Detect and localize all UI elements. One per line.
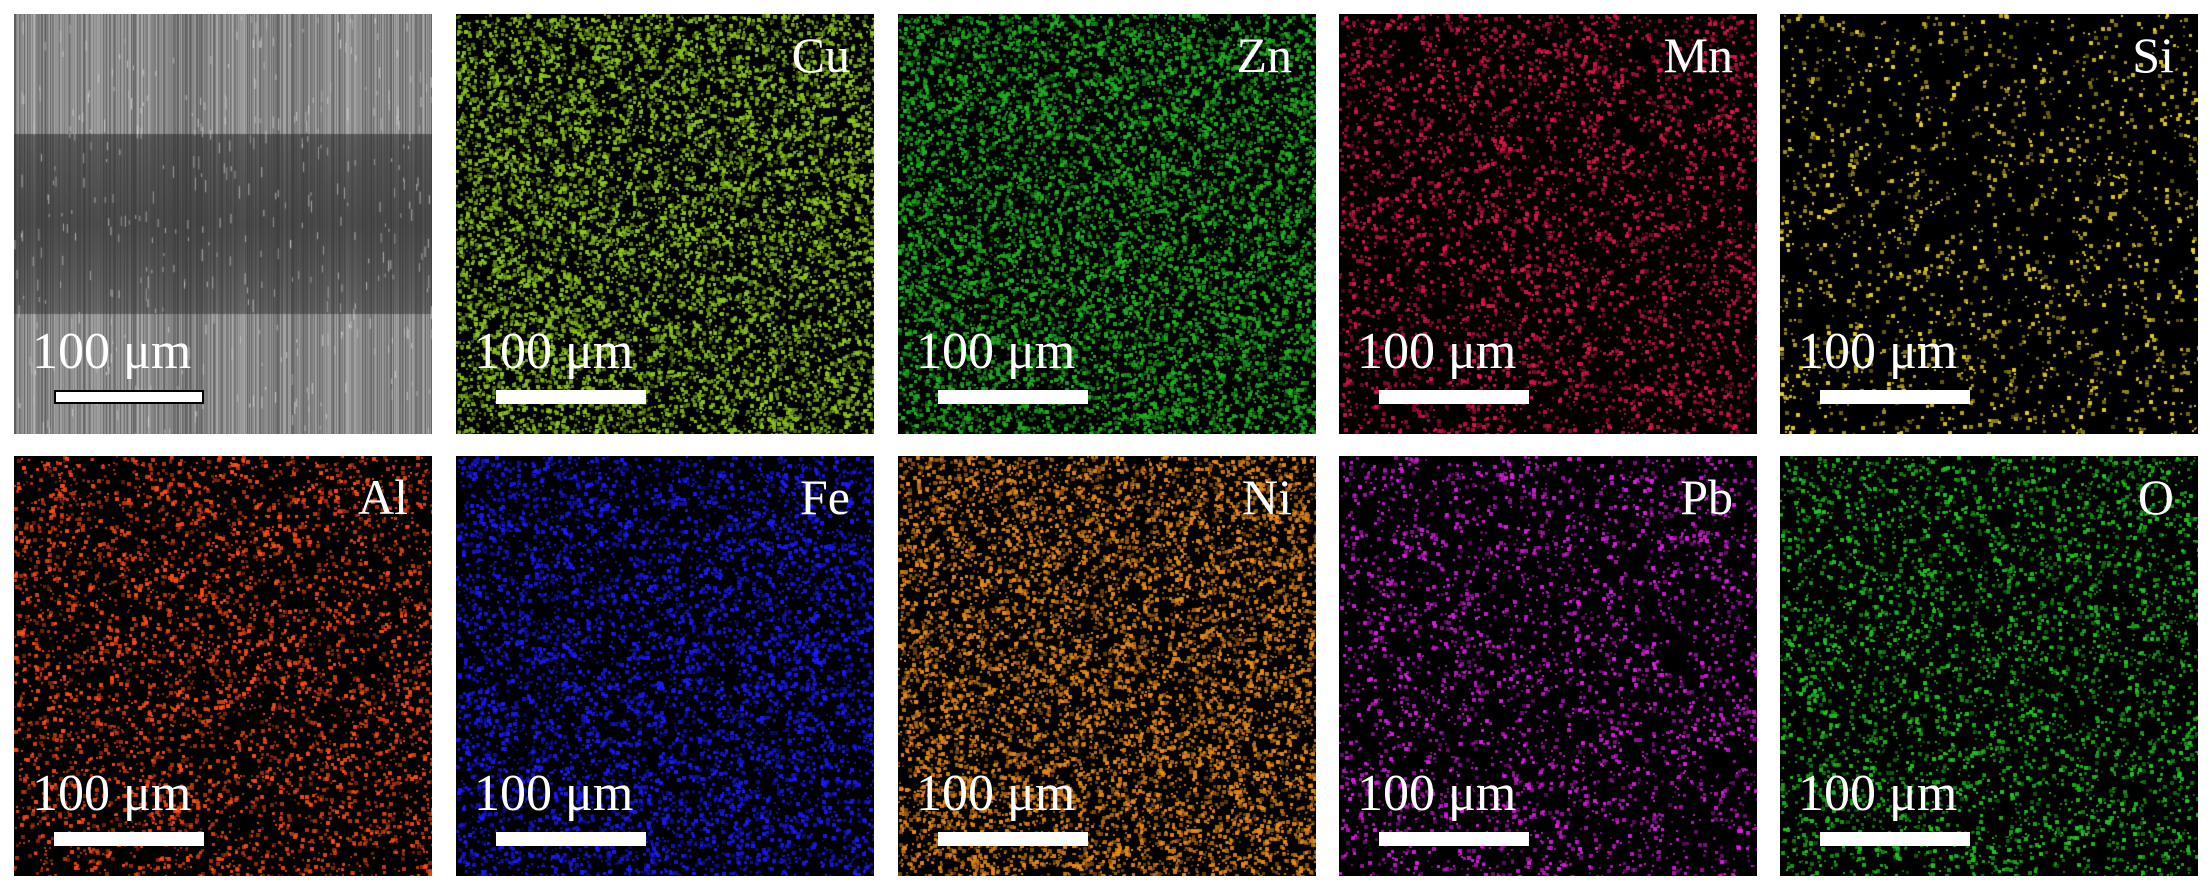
sem-image-panel: 100 μm <box>14 14 432 434</box>
scale-bar <box>496 390 646 404</box>
element-label: Pb <box>1680 469 1733 525</box>
scale-bar <box>1379 832 1529 846</box>
element-map-image <box>1339 456 1757 876</box>
element-map-fe: Fe 100 μm <box>456 456 874 876</box>
scale-bar <box>938 390 1088 404</box>
scale-bar-label: 100 μm <box>474 323 634 380</box>
element-map-image <box>14 456 432 876</box>
scale-bar-label: 100 μm <box>32 323 192 380</box>
element-label: Mn <box>1663 27 1733 83</box>
scale-bar-label: 100 μm <box>1798 323 1958 380</box>
scale-bar <box>1379 390 1529 404</box>
element-label: Al <box>358 469 408 525</box>
element-map-image <box>456 14 874 434</box>
element-map-zn: Zn 100 μm <box>898 14 1316 434</box>
element-label: Si <box>2132 27 2174 83</box>
scale-bar-label: 100 μm <box>916 765 1076 822</box>
element-map-image <box>1780 456 2198 876</box>
scale-bar <box>1820 390 1970 404</box>
scale-bar <box>938 832 1088 846</box>
scale-bar <box>496 832 646 846</box>
element-label: Cu <box>791 27 850 83</box>
element-map-image <box>456 456 874 876</box>
scale-bar-label: 100 μm <box>474 765 634 822</box>
element-map-si: Si 100 μm <box>1780 14 2198 434</box>
scale-bar-label: 100 μm <box>916 323 1076 380</box>
element-map-o: O 100 μm <box>1780 456 2198 876</box>
scale-bar-label: 100 μm <box>1798 765 1958 822</box>
element-label: O <box>2137 469 2174 525</box>
element-label: Zn <box>1236 27 1292 83</box>
element-map-image <box>898 14 1316 434</box>
element-label: Ni <box>1242 469 1292 525</box>
element-map-pb: Pb 100 μm <box>1339 456 1757 876</box>
element-map-mn: Mn 100 μm <box>1339 14 1757 434</box>
scale-bar-label: 100 μm <box>1357 765 1517 822</box>
sem-micrograph <box>14 14 432 434</box>
scale-bar <box>54 832 204 846</box>
scale-bar <box>54 390 204 404</box>
element-map-image <box>898 456 1316 876</box>
scale-bar-label: 100 μm <box>32 765 192 822</box>
element-map-ni: Ni 100 μm <box>898 456 1316 876</box>
element-map-al: Al 100 μm <box>14 456 432 876</box>
element-map-cu: Cu 100 μm <box>456 14 874 434</box>
scale-bar-label: 100 μm <box>1357 323 1517 380</box>
element-map-image <box>1780 14 2198 434</box>
scale-bar <box>1820 832 1970 846</box>
element-map-image <box>1339 14 1757 434</box>
element-label: Fe <box>800 469 850 525</box>
